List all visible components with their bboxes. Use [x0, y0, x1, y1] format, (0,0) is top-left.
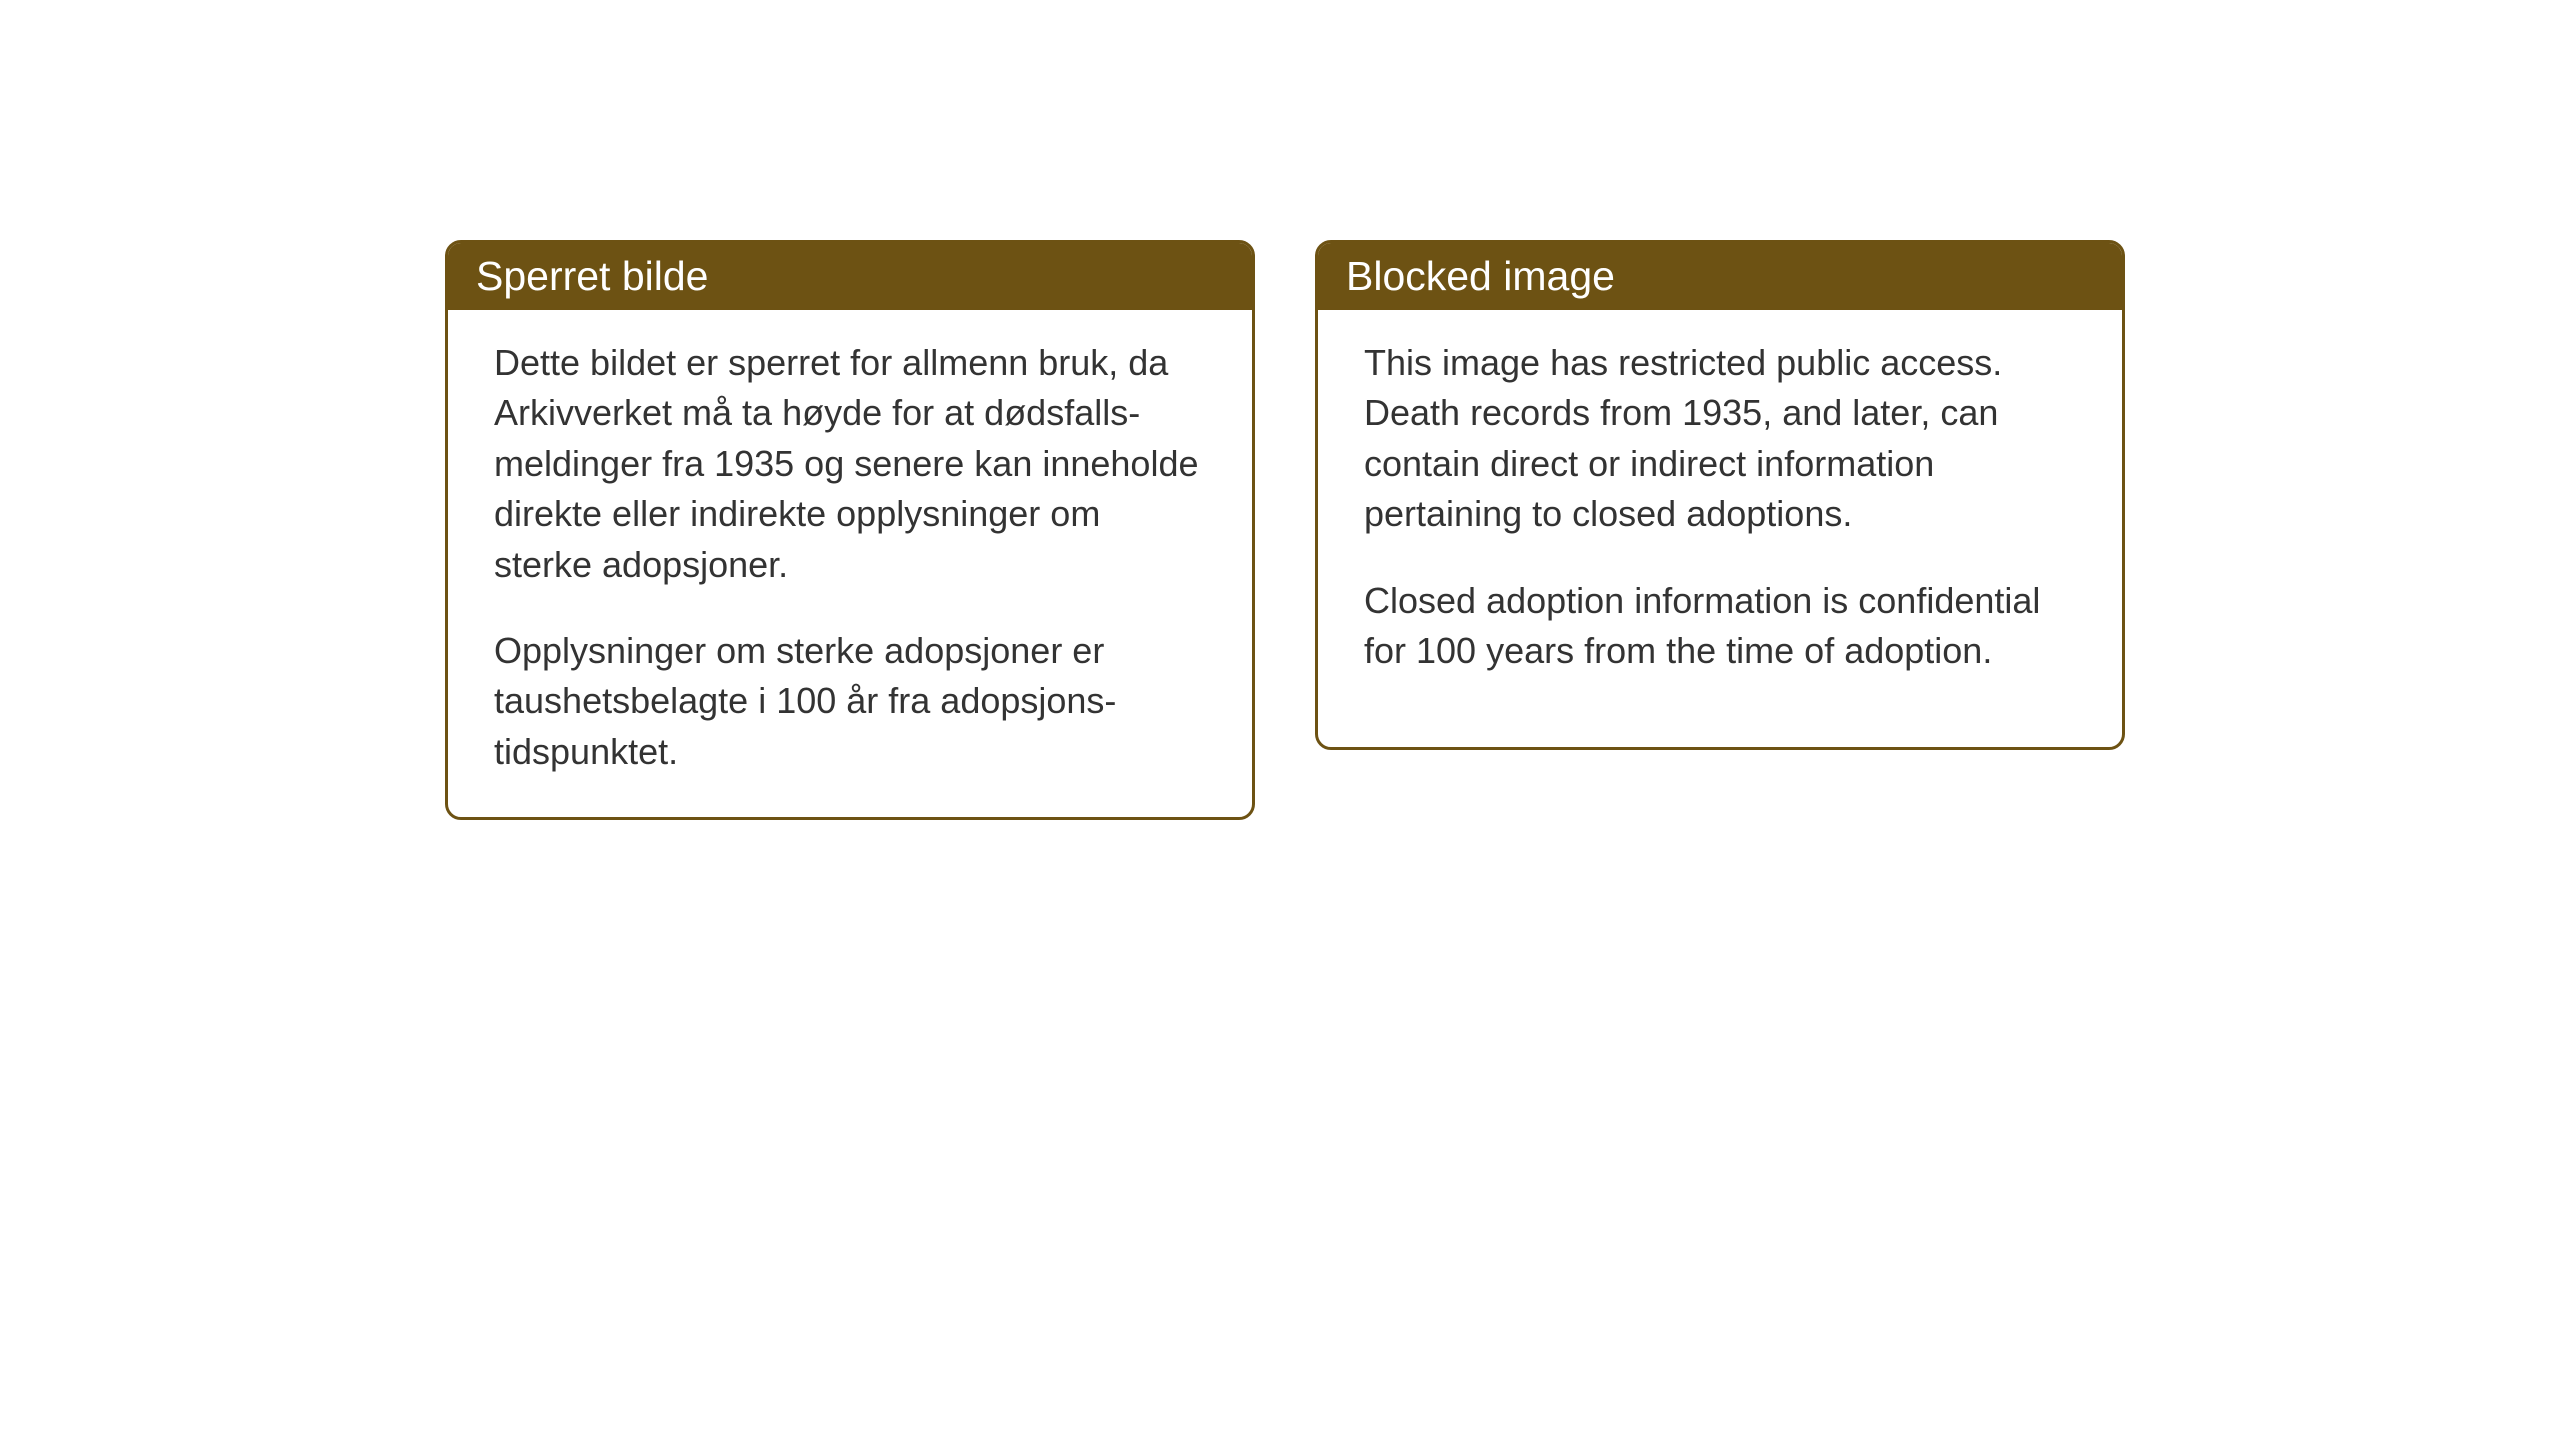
english-card-body: This image has restricted public access.… [1318, 310, 2122, 716]
norwegian-card-title: Sperret bilde [448, 243, 1252, 310]
english-card-title: Blocked image [1318, 243, 2122, 310]
english-notice-card: Blocked image This image has restricted … [1315, 240, 2125, 750]
english-paragraph-1: This image has restricted public access.… [1364, 338, 2076, 540]
norwegian-paragraph-1: Dette bildet er sperret for allmenn bruk… [494, 338, 1206, 590]
notice-container: Sperret bilde Dette bildet er sperret fo… [445, 240, 2125, 820]
norwegian-card-body: Dette bildet er sperret for allmenn bruk… [448, 310, 1252, 817]
norwegian-notice-card: Sperret bilde Dette bildet er sperret fo… [445, 240, 1255, 820]
english-paragraph-2: Closed adoption information is confident… [1364, 576, 2076, 677]
norwegian-paragraph-2: Opplysninger om sterke adopsjoner er tau… [494, 626, 1206, 777]
